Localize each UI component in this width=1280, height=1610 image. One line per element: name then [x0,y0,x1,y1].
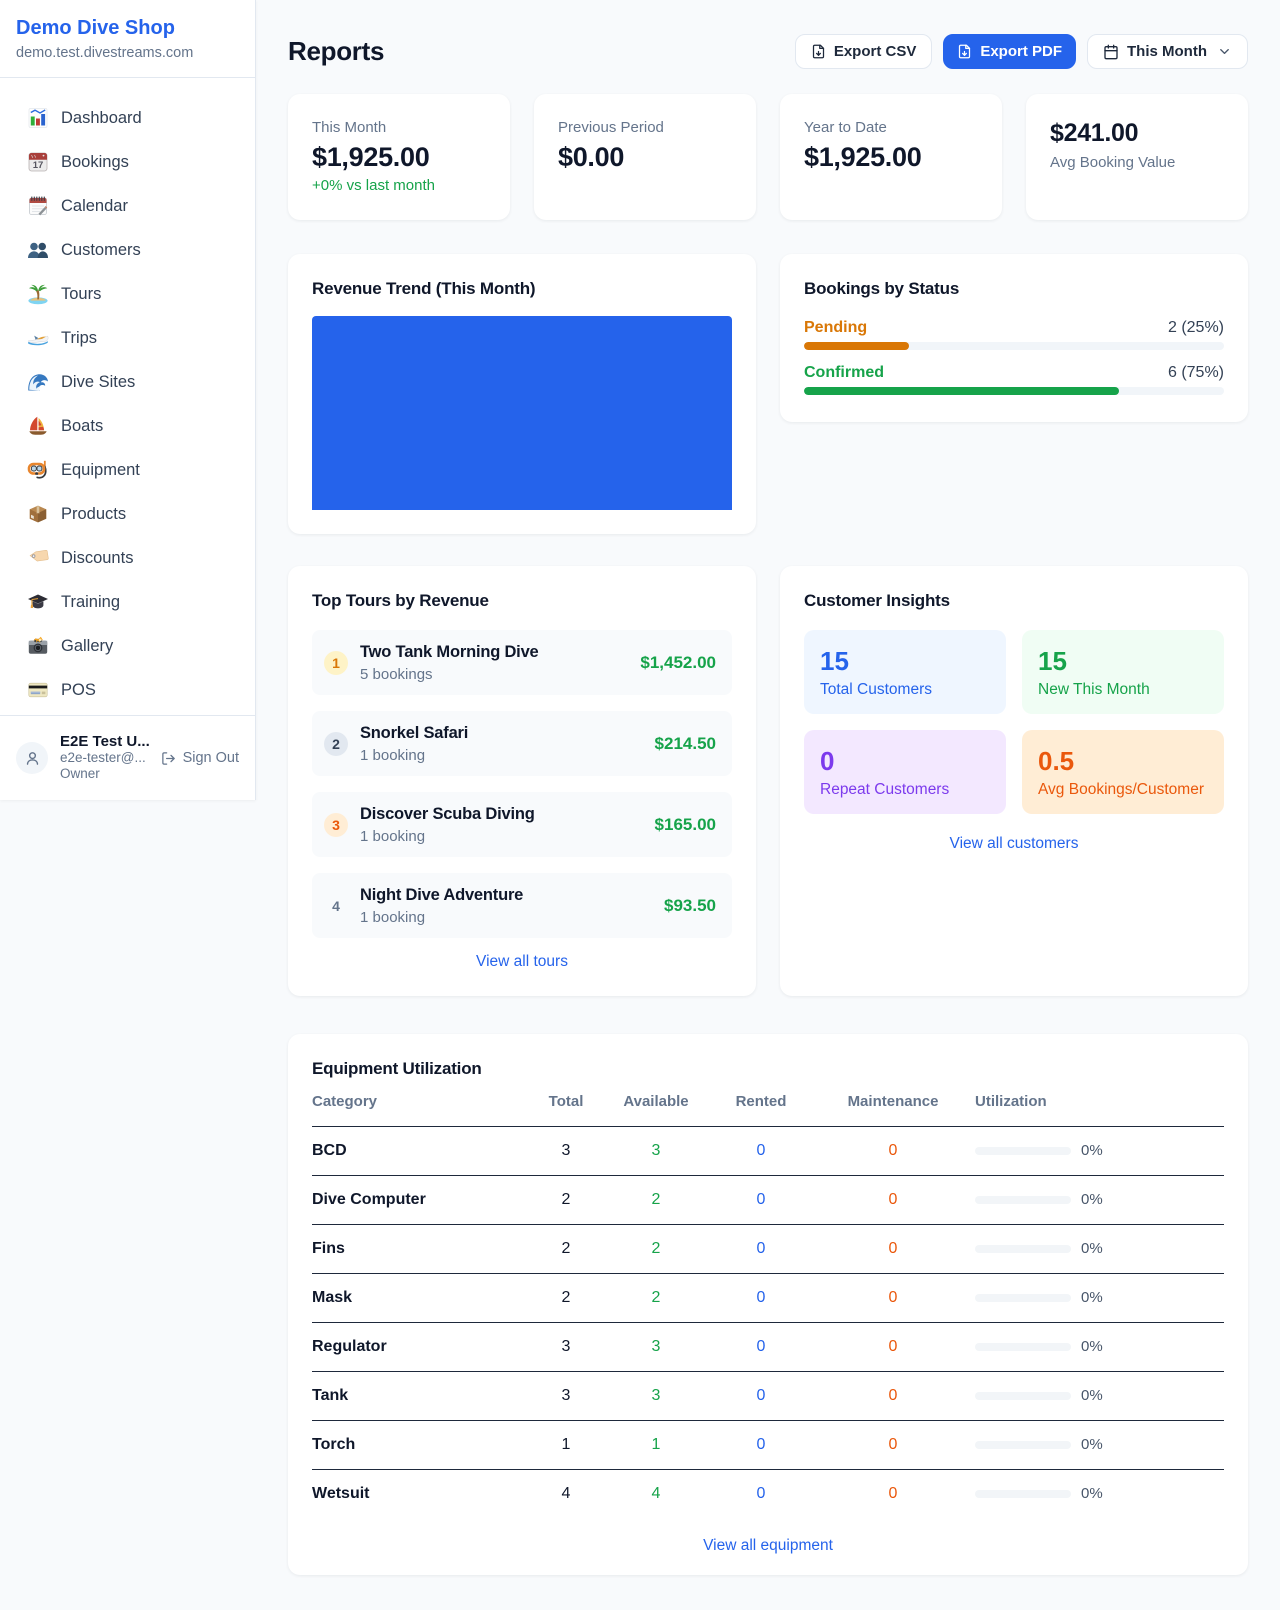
svg-text:17: 17 [33,160,44,171]
